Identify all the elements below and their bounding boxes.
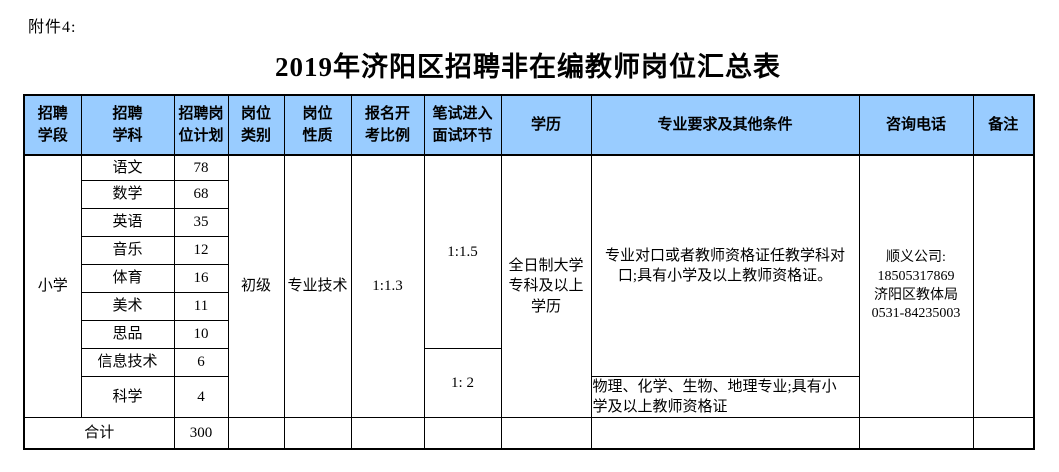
column-header-education: 学历 (500, 94, 592, 156)
table-row: 美术 11 (24, 291, 1034, 321)
subject-cell: 科学 (80, 375, 175, 418)
count-cell: 78 (173, 154, 229, 181)
total-label-cell: 合计 (23, 417, 175, 449)
attachment-label: 附件4: (28, 19, 77, 36)
column-header-stage: 招聘 学段 (23, 94, 82, 156)
requirements-science-cell: 物理、化学、生物、地理专业;具有小 学及以上教师资格证 (590, 375, 860, 418)
empty-cell (500, 417, 592, 449)
count-cell: 6 (173, 347, 229, 377)
count-cell: 11 (173, 291, 229, 321)
exam-ratio-cell: 1:1.3 (350, 154, 425, 418)
contact-phone-cell: 顺义公司: 18505317869 济阳区教体局 0531-84235003 (858, 154, 974, 418)
interview-ratio-main-cell: 1:1.5 (423, 154, 502, 349)
column-header-subject: 招聘 学科 (80, 94, 175, 156)
count-cell: 10 (173, 319, 229, 349)
count-cell: 16 (173, 263, 229, 293)
empty-cell (423, 417, 502, 449)
subject-cell: 信息技术 (80, 347, 175, 377)
requirements-main-cell: 专业对口或者教师资格证任教学科对 口;具有小学及以上教师资格证。 (590, 154, 860, 377)
column-header-requirements: 专业要求及其他条件 (590, 94, 860, 156)
column-header-position-nature: 岗位 性质 (283, 94, 352, 156)
subject-cell: 英语 (80, 207, 175, 237)
empty-cell (350, 417, 425, 449)
table-row: 数学 68 (24, 179, 1034, 209)
table-row: 体育 16 (24, 263, 1034, 293)
total-row: 合计 300 (23, 417, 1035, 449)
stage-cell: 小学 (23, 154, 82, 418)
count-cell: 4 (173, 375, 229, 418)
position-nature-cell: 专业技术 (283, 154, 352, 418)
subject-cell: 体育 (80, 263, 175, 293)
education-cell: 全日制大学 专科及以上 学历 (500, 154, 592, 418)
empty-cell (590, 417, 860, 449)
count-cell: 68 (173, 179, 229, 209)
position-class-cell: 初级 (227, 154, 285, 418)
empty-cell (858, 417, 974, 449)
recruitment-table: 招聘 学段 招聘 学科 招聘岗 位计划 岗位 类别 岗位 性质 报名开 考比例 … (23, 94, 1035, 450)
subject-cell: 美术 (80, 291, 175, 321)
remark-cell (972, 154, 1035, 418)
subject-cell: 思品 (80, 319, 175, 349)
interview-ratio-small-cell: 1: 2 (423, 347, 502, 418)
column-header-remark: 备注 (972, 94, 1035, 156)
table-row: 音乐 12 (24, 235, 1034, 265)
column-header-phone: 咨询电话 (858, 94, 974, 156)
header-row: 招聘 学段 招聘 学科 招聘岗 位计划 岗位 类别 岗位 性质 报名开 考比例 … (23, 94, 1035, 156)
table-row: 科学 4 物理、化学、生物、地理专业;具有小 学及以上教师资格证 (24, 375, 1034, 418)
subject-cell: 音乐 (80, 235, 175, 265)
subject-cell: 语文 (80, 154, 175, 181)
empty-cell (227, 417, 285, 449)
column-header-interview-ratio: 笔试进入 面试环节 (423, 94, 502, 156)
table-row: 思品 10 (24, 319, 1034, 349)
count-cell: 12 (173, 235, 229, 265)
table-row: 英语 35 (24, 207, 1034, 237)
subject-cell: 数学 (80, 179, 175, 209)
column-header-plan: 招聘岗 位计划 (173, 94, 229, 156)
page-title: 2019年济阳区招聘非在编教师岗位汇总表 (275, 52, 781, 82)
empty-cell (972, 417, 1035, 449)
total-count-cell: 300 (173, 417, 229, 449)
column-header-exam-ratio: 报名开 考比例 (350, 94, 425, 156)
count-cell: 35 (173, 207, 229, 237)
column-header-position-class: 岗位 类别 (227, 94, 285, 156)
empty-cell (283, 417, 352, 449)
table-row: 小学 语文 78 初级 专业技术 1:1.3 1:1.5 全日制大学 专科及以上… (23, 154, 1035, 418)
